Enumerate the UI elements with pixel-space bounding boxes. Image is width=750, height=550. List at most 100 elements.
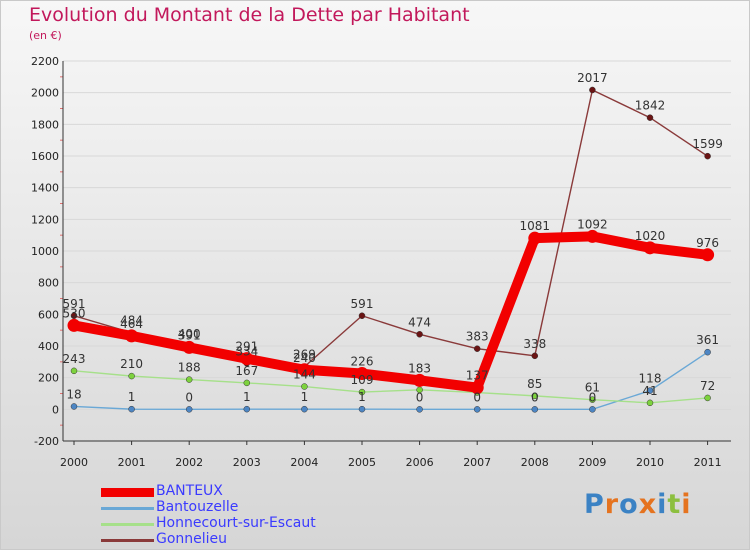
data-label: 167 xyxy=(235,364,258,378)
data-label: 361 xyxy=(696,333,719,347)
series-line xyxy=(73,351,709,411)
data-label: 240 xyxy=(293,351,316,365)
legend-swatch xyxy=(101,539,154,542)
data-point xyxy=(704,152,711,160)
brand-letter: i xyxy=(681,489,692,520)
data-label: 118 xyxy=(639,372,662,386)
data-point xyxy=(358,405,366,413)
series-line xyxy=(73,370,709,404)
legend-swatch xyxy=(101,523,154,526)
x-tick-label: 2011 xyxy=(694,456,722,469)
legend-label: BANTEUX xyxy=(156,483,223,499)
brand-logo: Proxiti xyxy=(584,489,692,520)
data-point xyxy=(243,405,251,413)
data-point xyxy=(531,406,539,413)
series-line xyxy=(73,89,709,368)
data-point xyxy=(182,340,196,354)
x-tick-label: 2009 xyxy=(578,456,606,469)
x-tick-label: 2004 xyxy=(290,456,318,469)
data-point xyxy=(243,379,251,387)
data-label: 188 xyxy=(178,361,201,375)
data-point xyxy=(589,406,596,413)
data-point xyxy=(301,383,308,390)
legend-label: Honnecourt-sur-Escaut xyxy=(156,515,316,531)
x-tick-label: 2006 xyxy=(406,456,434,469)
data-label: 1599 xyxy=(692,137,723,151)
series-line xyxy=(69,231,713,393)
data-point xyxy=(70,312,78,320)
data-point xyxy=(358,388,366,396)
data-point xyxy=(701,248,715,262)
data-label: 383 xyxy=(466,330,489,344)
data-label: 1 xyxy=(243,390,251,404)
y-tick-label: 600 xyxy=(38,308,59,321)
x-tick-label: 2000 xyxy=(60,456,88,469)
brand-letter: o xyxy=(619,489,639,520)
data-point xyxy=(473,406,481,413)
data-point xyxy=(643,241,657,255)
data-point xyxy=(531,392,539,400)
data-label: 1 xyxy=(301,390,309,404)
legend-swatch xyxy=(101,507,154,510)
data-label: 0 xyxy=(416,390,424,404)
x-tick-label: 2002 xyxy=(175,456,203,469)
legend-label: Gonnelieu xyxy=(156,531,228,547)
data-point xyxy=(67,318,81,332)
y-tick-label: 0 xyxy=(52,403,59,416)
data-point xyxy=(646,387,654,394)
data-point xyxy=(185,376,193,383)
data-label: 291 xyxy=(235,340,258,354)
data-label: 391 xyxy=(178,328,201,342)
data-label: 269 xyxy=(293,348,316,362)
data-point xyxy=(358,312,366,320)
y-tick-label: 200 xyxy=(38,372,59,385)
data-label: 137 xyxy=(466,369,489,383)
data-label: 0 xyxy=(531,390,539,404)
data-point xyxy=(646,114,654,121)
brand-letter: t xyxy=(667,489,682,520)
y-tick-label: 1000 xyxy=(31,245,59,258)
y-tick-label: 1400 xyxy=(31,182,59,195)
x-tick-label: 2007 xyxy=(463,456,491,469)
data-point xyxy=(185,406,193,413)
data-label: 1 xyxy=(128,390,136,404)
data-point xyxy=(470,381,484,395)
x-tick-label: 2005 xyxy=(348,456,376,469)
data-label: 183 xyxy=(408,361,431,375)
brand-letter: i xyxy=(657,489,668,520)
data-point xyxy=(301,405,308,413)
data-label: 334 xyxy=(235,344,258,358)
data-label: 210 xyxy=(120,357,143,371)
data-label: 1020 xyxy=(635,229,666,243)
data-point xyxy=(416,331,423,338)
data-label: 474 xyxy=(408,315,431,329)
data-label: 530 xyxy=(63,306,86,320)
y-tick-label: -200 xyxy=(34,435,59,448)
data-label: 1092 xyxy=(577,217,608,231)
data-point xyxy=(128,405,135,413)
data-label: 0 xyxy=(185,390,193,404)
data-point xyxy=(125,329,139,343)
brand-letter: r xyxy=(604,489,620,520)
chart-subtitle: (en €) xyxy=(29,29,62,42)
data-point xyxy=(297,363,311,377)
data-label: 1842 xyxy=(635,99,666,113)
data-label: 591 xyxy=(351,297,374,311)
x-tick-label: 2008 xyxy=(521,456,549,469)
x-tick-label: 2003 xyxy=(233,456,261,469)
x-tick-label: 2001 xyxy=(118,456,146,469)
data-point xyxy=(70,367,78,375)
data-point xyxy=(704,348,711,356)
data-point xyxy=(646,399,654,407)
data-label: 226 xyxy=(351,355,374,369)
data-point xyxy=(355,367,369,381)
data-label: 1081 xyxy=(520,219,551,233)
data-label: 0 xyxy=(589,390,597,404)
y-tick-label: 1200 xyxy=(31,213,59,226)
data-label: 61 xyxy=(585,381,600,395)
data-label: 1 xyxy=(358,390,366,404)
data-label: 243 xyxy=(63,352,86,366)
data-label: 338 xyxy=(523,337,546,351)
brand-letter: P xyxy=(584,489,605,520)
data-label: 144 xyxy=(293,368,316,382)
